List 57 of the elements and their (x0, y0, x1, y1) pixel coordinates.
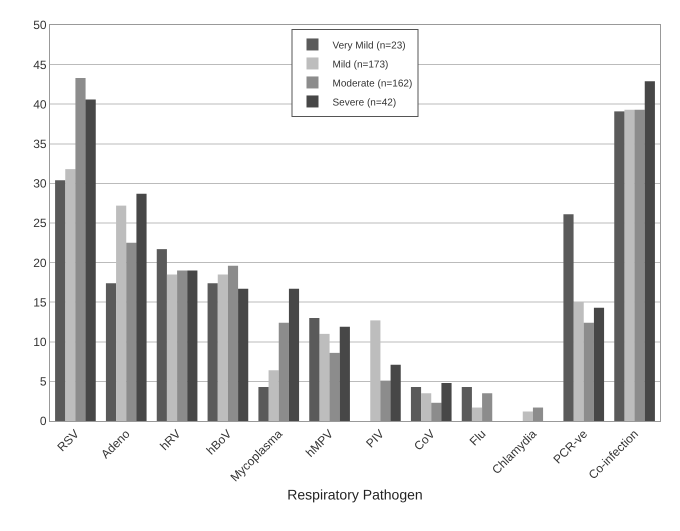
bar (482, 393, 492, 421)
y-tick-label: 5 (40, 374, 47, 389)
bar (644, 81, 655, 421)
bar (208, 283, 218, 421)
bar (522, 412, 533, 421)
x-axis-title: Respiratory Pathogen (287, 486, 423, 502)
bar (340, 326, 350, 421)
bar (166, 274, 178, 421)
bar (288, 288, 300, 421)
y-tick-label: 0 (40, 414, 47, 428)
x-tick-label: PIV (363, 426, 387, 450)
bar (177, 270, 188, 421)
bar (532, 408, 544, 421)
bar (634, 110, 645, 421)
bar (258, 386, 269, 421)
y-tick-label: 50 (33, 18, 47, 32)
y-tick-label: 45 (33, 58, 47, 72)
bar (187, 270, 198, 421)
bar (462, 386, 472, 421)
legend-label: Severe (n=42) (332, 97, 396, 108)
y-tick-label: 40 (33, 97, 47, 112)
bar (106, 283, 116, 421)
bar (584, 322, 594, 421)
y-tick-label: 35 (33, 137, 47, 151)
bar (390, 364, 401, 421)
bar (410, 386, 422, 421)
bar (55, 180, 66, 421)
legend-label: Mild (n=173) (332, 59, 388, 70)
y-tick-label: 10 (33, 335, 47, 349)
bar (614, 111, 624, 421)
bar (421, 393, 432, 421)
bar (472, 408, 482, 421)
bar (624, 110, 635, 421)
y-tick-label: 25 (33, 216, 47, 230)
bar (238, 288, 248, 421)
bar (309, 318, 320, 421)
bar (380, 380, 391, 421)
bar (126, 242, 136, 421)
bar (563, 214, 574, 421)
bar (594, 308, 604, 421)
y-tick-label: 30 (33, 176, 47, 191)
y-tick-label: 15 (33, 295, 47, 310)
bar (431, 402, 442, 421)
bar (136, 194, 147, 421)
bar (65, 169, 76, 421)
bar (86, 99, 96, 421)
bar (228, 266, 238, 421)
x-tick-label: Flu (466, 426, 488, 449)
bar (278, 322, 289, 421)
legend-label: Moderate (n=162) (332, 78, 412, 90)
legend-label: Very Mild (n=23) (332, 40, 406, 52)
y-tick-label: 20 (33, 256, 47, 270)
bar (156, 249, 167, 421)
bar (330, 352, 340, 421)
bar (218, 274, 228, 421)
bar (75, 78, 86, 421)
bar (441, 382, 452, 421)
